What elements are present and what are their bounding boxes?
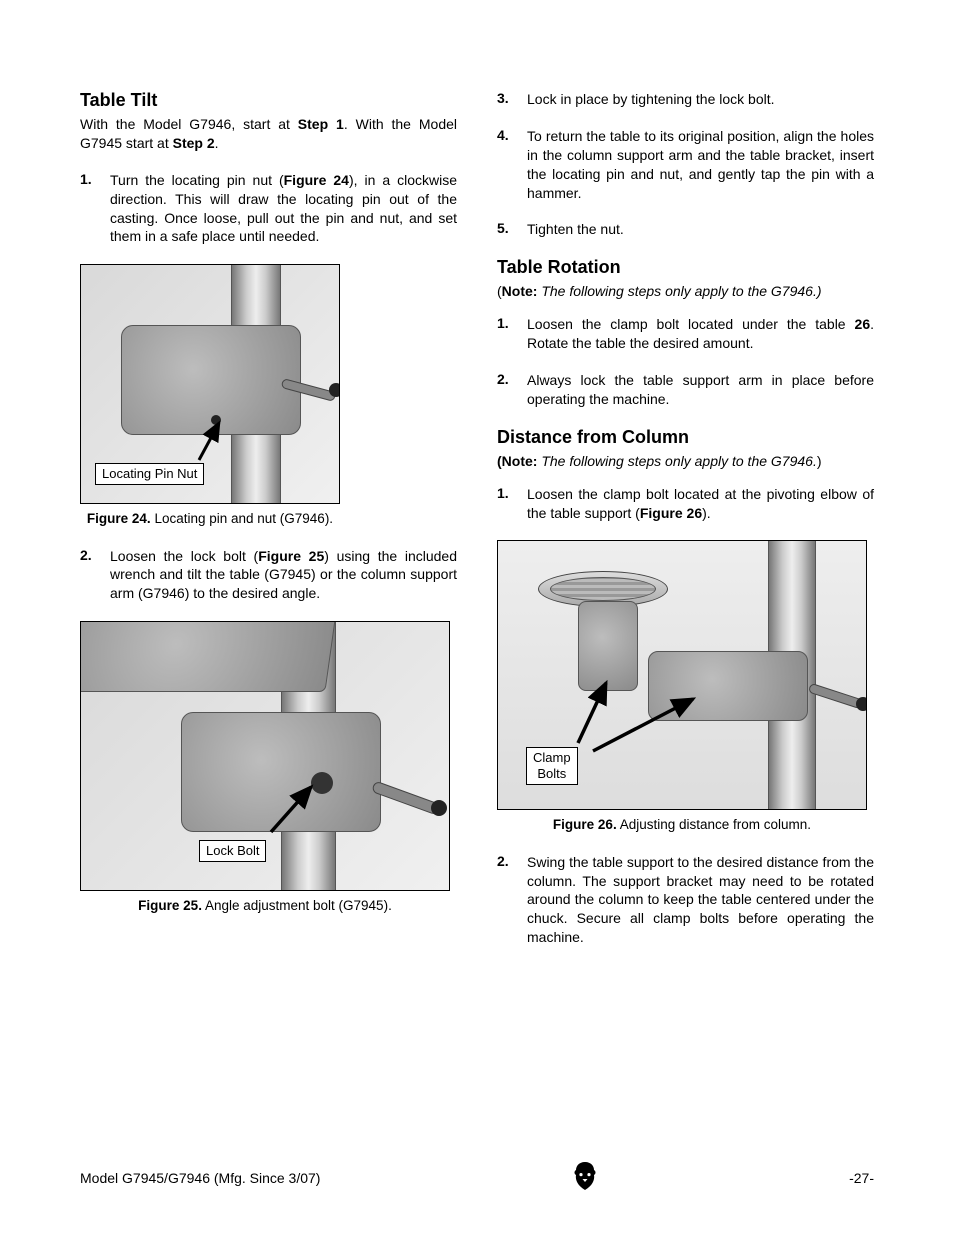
fig24-label: Locating Pin Nut [95, 463, 204, 485]
right-column: 3. Lock in place by tightening the lock … [497, 90, 874, 965]
step-num: 5. [497, 220, 527, 239]
dc-step-1: 1. Loosen the clamp bolt located at the … [497, 485, 874, 523]
t: Adjusting distance from column. [617, 817, 811, 832]
t: Angle adjustment bolt (G7945). [202, 898, 392, 913]
t: ). [702, 505, 711, 521]
step-num: 2. [497, 853, 527, 947]
step-1: 1. Turn the locating pin nut (Figure 24)… [80, 171, 457, 247]
note-distance: (Note: The following steps only apply to… [497, 452, 874, 471]
t: With the Model G7946, start at [80, 116, 298, 132]
page-footer: Model G7945/G7946 (Mfg. Since 3/07) -27- [80, 1160, 874, 1195]
step-text: Lock in place by tightening the lock bol… [527, 90, 874, 109]
heading-distance: Distance from Column [497, 427, 874, 448]
t: The following steps only apply to the G7… [541, 283, 821, 299]
figure-24: Locating Pin Nut [80, 264, 340, 504]
step-text: To return the table to its original posi… [527, 127, 874, 203]
step-num: 1. [497, 485, 527, 523]
step-num: 1. [497, 315, 527, 353]
step-text: Loosen the clamp bolt located under the … [527, 315, 874, 353]
t: Loosen the clamp bolt located under the … [527, 316, 855, 332]
fig24-caption: Figure 24. Locating pin and nut (G7946). [80, 510, 340, 528]
figure-25: Lock Bolt [80, 621, 450, 891]
t: Figure 25. [138, 898, 202, 913]
t: Figure 26 [640, 505, 702, 521]
t: Figure 24. [87, 511, 151, 526]
tr-step-1: 1. Loosen the clamp bolt located under t… [497, 315, 874, 353]
note-rotation: (Note: The following steps only apply to… [497, 282, 874, 301]
footer-model: Model G7945/G7946 (Mfg. Since 3/07) [80, 1170, 320, 1186]
t: (Note: [497, 453, 537, 469]
t: . [215, 135, 219, 151]
fig26-caption: Figure 26. Adjusting distance from colum… [497, 816, 867, 834]
t: Locating pin and nut (G7946). [151, 511, 333, 526]
t: Step 2 [173, 135, 215, 151]
tr-step-2: 2. Always lock the table support arm in … [497, 371, 874, 409]
step-text: Loosen the lock bolt (Figure 25) using t… [110, 547, 457, 604]
step-num: 2. [80, 547, 110, 604]
t: Loosen the lock bolt ( [110, 548, 258, 564]
t: Figure 26. [553, 817, 617, 832]
fig25-caption: Figure 25. Angle adjustment bolt (G7945)… [80, 897, 450, 915]
t: Step 1 [298, 116, 344, 132]
step-text: Swing the table support to the desired d… [527, 853, 874, 947]
step-text: Turn the locating pin nut (Figure 24), i… [110, 171, 457, 247]
t: Figure 25 [258, 548, 324, 564]
step-text: Loosen the clamp bolt located at the piv… [527, 485, 874, 523]
t: The following steps only apply to the G7… [541, 453, 817, 469]
step-5: 5. Tighten the nut. [497, 220, 874, 239]
step-4: 4. To return the table to its original p… [497, 127, 874, 203]
step-num: 1. [80, 171, 110, 247]
heading-table-tilt: Table Tilt [80, 90, 457, 111]
step-num: 4. [497, 127, 527, 203]
left-column: Table Tilt With the Model G7946, start a… [80, 90, 457, 965]
step-num: 2. [497, 371, 527, 409]
t: Figure 24 [284, 172, 349, 188]
footer-page: -27- [849, 1170, 874, 1186]
intro-text: With the Model G7946, start at Step 1. W… [80, 115, 457, 153]
heading-table-rotation: Table Rotation [497, 257, 874, 278]
t: Turn the locating pin nut ( [110, 172, 284, 188]
step-num: 3. [497, 90, 527, 109]
grizzly-logo-icon [571, 1160, 599, 1195]
figure-26: Clamp Bolts [497, 540, 867, 810]
step-text: Always lock the table support arm in pla… [527, 371, 874, 409]
fig25-label: Lock Bolt [199, 840, 266, 862]
fig26-label: Clamp Bolts [526, 747, 578, 784]
dc-step-2: 2. Swing the table support to the desire… [497, 853, 874, 947]
t: ) [817, 453, 822, 469]
step-text: Tighten the nut. [527, 220, 874, 239]
step-2: 2. Loosen the lock bolt (Figure 25) usin… [80, 547, 457, 604]
step-3: 3. Lock in place by tightening the lock … [497, 90, 874, 109]
t: 26 [855, 316, 871, 332]
t: Note: [502, 283, 538, 299]
